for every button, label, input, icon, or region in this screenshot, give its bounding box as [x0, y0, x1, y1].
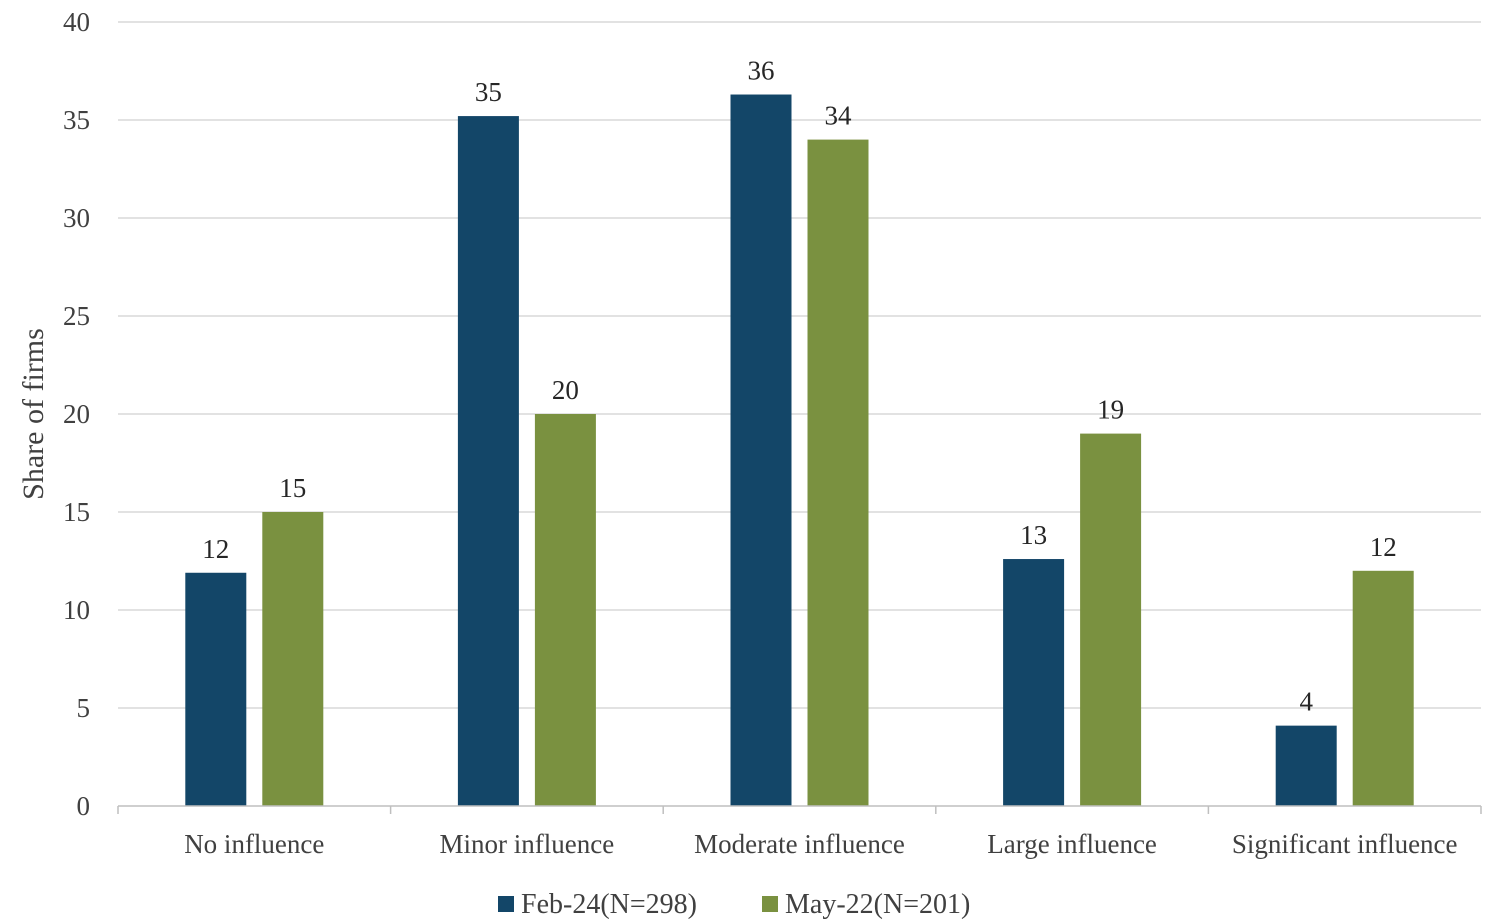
x-axis: No influence Minor influence Moderate infl…	[117, 805, 1482, 859]
y-tick-label: 35	[63, 105, 90, 135]
bar	[807, 139, 869, 807]
legend-label: Feb-24(N=298)	[521, 889, 697, 919]
bar	[185, 572, 247, 806]
x-tick-label: Moderate influence	[694, 829, 905, 859]
legend-label: May-22(N=201)	[785, 889, 970, 919]
data-label: 36	[748, 56, 775, 86]
y-tick-label: 25	[63, 301, 90, 331]
bar	[1275, 725, 1337, 806]
bar	[1080, 433, 1142, 806]
bar	[730, 94, 792, 806]
data-label: 15	[279, 473, 306, 503]
data-label: 4	[1299, 687, 1313, 717]
y-tick-label: 10	[63, 595, 90, 625]
data-label: 20	[552, 375, 579, 405]
legend-swatch	[762, 896, 778, 912]
x-tick-label: Minor influence	[440, 829, 615, 859]
data-label: 34	[825, 101, 853, 131]
x-tick-label: No influence	[184, 829, 324, 859]
y-tick-label: 40	[63, 7, 90, 37]
x-tick-label: Large influence	[987, 829, 1157, 859]
bar	[1003, 559, 1065, 806]
bar	[457, 116, 519, 806]
bar	[534, 414, 596, 806]
y-axis-title: Share of firms	[17, 328, 50, 500]
data-label: 19	[1097, 395, 1124, 425]
y-tick-label: 5	[77, 693, 91, 723]
legend-swatch	[498, 896, 514, 912]
y-tick-label: 0	[77, 791, 91, 821]
legend: Feb-24(N=298) May-22(N=201)	[498, 889, 970, 919]
bar	[1352, 570, 1414, 806]
bar	[262, 512, 324, 806]
y-axis-ticks: 0 5 10 15 20 25 30 35 40	[63, 7, 90, 821]
data-label: 13	[1020, 520, 1047, 550]
gridlines	[118, 21, 1481, 709]
data-label: 12	[1370, 532, 1397, 562]
x-tick-label: Significant influence	[1232, 829, 1458, 859]
data-label: 12	[202, 534, 229, 564]
y-tick-label: 15	[63, 497, 90, 527]
bars	[185, 94, 1414, 807]
y-tick-label: 20	[63, 399, 90, 429]
data-labels: 12 15 35 20 36 34 13 19 4 12	[202, 56, 1396, 717]
y-tick-label: 30	[63, 203, 90, 233]
data-label: 35	[475, 77, 502, 107]
